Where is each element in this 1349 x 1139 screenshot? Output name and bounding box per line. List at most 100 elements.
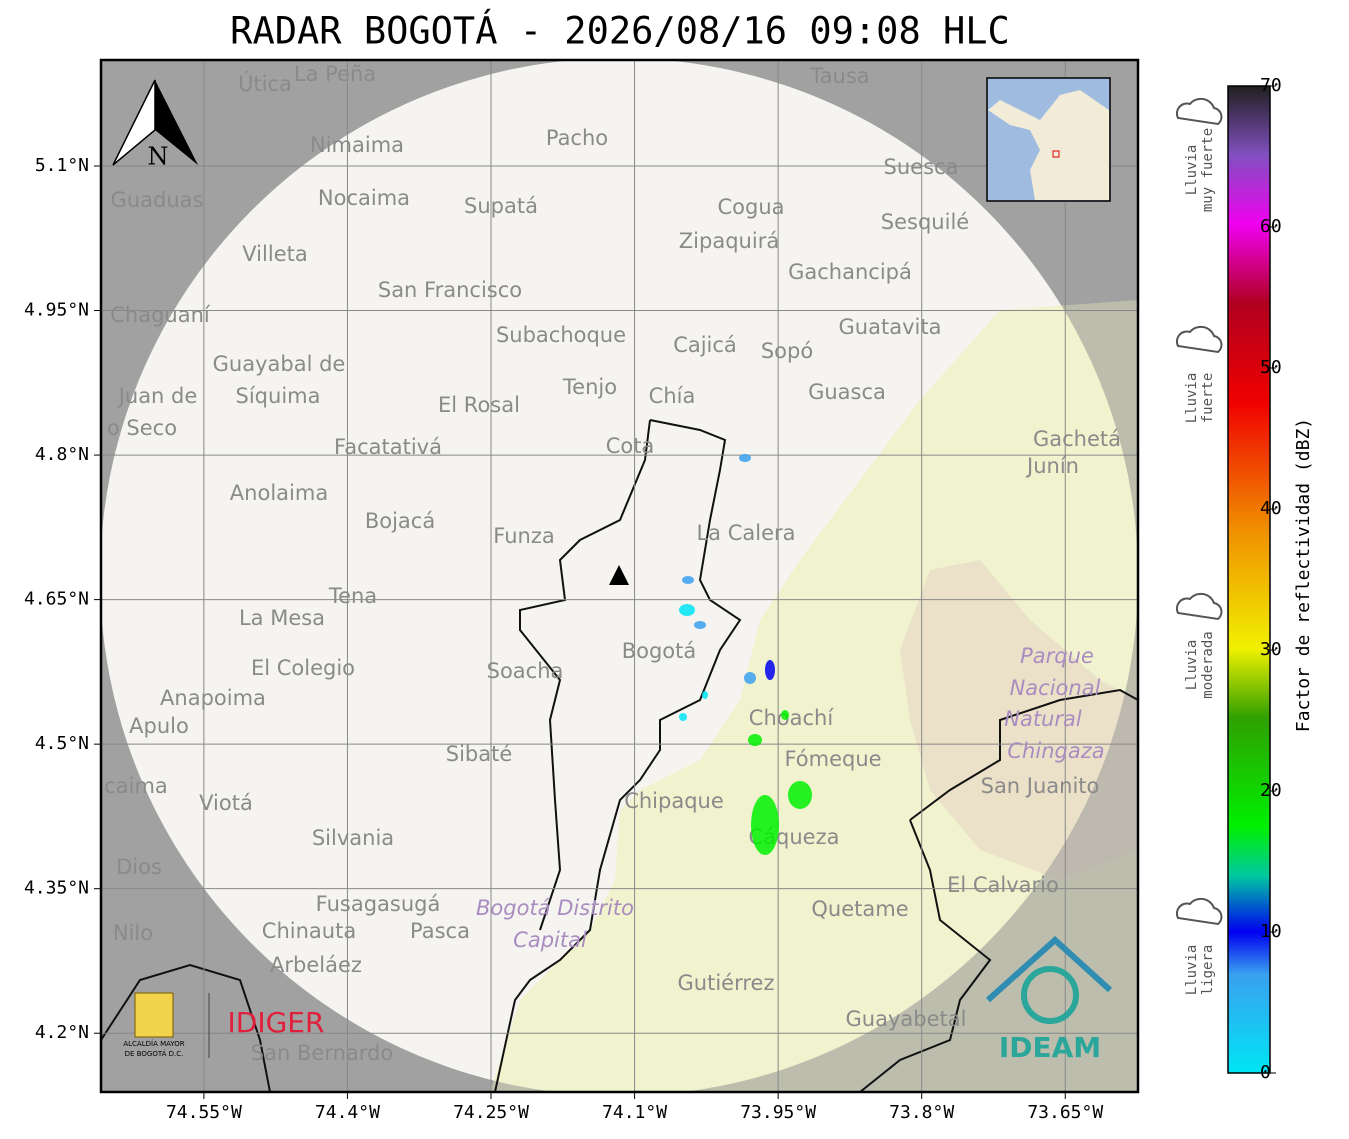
y-tick-label: 4.8°N <box>35 444 89 465</box>
rain-class-label: Lluvia <box>1184 640 1200 691</box>
y-tick-label: 4.65°N <box>24 589 89 610</box>
y-tick-label: 4.5°N <box>35 733 89 754</box>
echoes <box>679 454 812 855</box>
boundary <box>494 419 742 1092</box>
place-label: Fómeque <box>784 747 881 771</box>
colorbar-label: Factor de reflectividad (dBZ) <box>1293 418 1314 732</box>
place-label: Supatá <box>464 194 538 218</box>
place-label: La Peña <box>294 62 376 86</box>
rain-icon <box>1175 325 1223 354</box>
place-label: Chía <box>649 384 696 408</box>
place-label: Tena <box>328 584 377 608</box>
colorbar-tick-label: 40 <box>1260 498 1282 519</box>
place-label: Sesquilé <box>881 210 969 234</box>
region-meta <box>490 300 1138 1092</box>
place-label: Bogotá <box>622 639 697 663</box>
place-label: El Rosal <box>438 393 520 417</box>
place-label: Cajicá <box>673 333 737 357</box>
place-label: Viotá <box>199 791 253 815</box>
x-tick-label: 74.25°W <box>453 1102 529 1123</box>
place-label: Anapoima <box>160 686 266 710</box>
alcaldia-line: ALCALDÍA MAYOR <box>123 1039 184 1048</box>
boundary <box>101 963 271 1092</box>
colorbar-tick-label: 30 <box>1260 639 1282 660</box>
place-label: San Juanito <box>981 774 1100 798</box>
x-tick-label: 74.1°W <box>602 1102 667 1123</box>
places: Útica La Peña Tausa Pacho Nimaima Guaduas Noca… <box>104 62 1121 1065</box>
rain-class-label: ligera <box>1200 945 1216 996</box>
place-label: Pasca <box>410 919 470 943</box>
radar-echo <box>679 713 687 721</box>
title: RADAR BOGOTÁ - 2026/08/16 09:08 HLC <box>230 9 1010 53</box>
colorbar-tick-label: 10 <box>1260 921 1282 942</box>
rain-class-label: Lluvia <box>1184 945 1200 996</box>
place-label: Cogua <box>717 195 784 219</box>
radar-echo <box>751 795 779 855</box>
place-label: Parque <box>1020 644 1094 668</box>
place-label: Sibaté <box>446 742 513 766</box>
place-label: Silvania <box>312 826 394 850</box>
place-label: La Calera <box>696 521 795 545</box>
radar-echo <box>744 672 756 684</box>
place-label: Nimaima <box>310 133 404 157</box>
place-label: Dios <box>116 855 162 879</box>
radar-echo <box>682 576 694 584</box>
place-label: Fusagasugá <box>316 892 441 916</box>
place-label: Chingaza <box>1007 739 1104 763</box>
boundary <box>859 688 1138 1092</box>
place-label: Gutiérrez <box>678 971 775 995</box>
rain-class-label: moderada <box>1200 631 1216 698</box>
place-label: Facatativá <box>334 435 442 459</box>
x-tick-label: 73.65°W <box>1027 1102 1103 1123</box>
place-label: Anolaima <box>230 481 328 505</box>
place-label: Guaduas <box>111 188 204 212</box>
radar-echo <box>781 710 789 720</box>
place-label: Útica <box>238 71 292 96</box>
radar-echo <box>765 660 775 680</box>
rain-icon <box>1175 897 1223 926</box>
logos: ALCALDÍA MAYOR DE BOGOTÁ D.C. IDIGER IDE… <box>123 935 1113 1064</box>
place-label: Soacha <box>487 659 564 683</box>
rain-class-label: Lluvia <box>1184 373 1200 424</box>
ideam-logo: IDEAM <box>999 1031 1101 1064</box>
place-label: Chaguaní <box>110 303 211 327</box>
colorbar <box>1227 85 1271 1074</box>
place-label: Tenjo <box>562 375 617 399</box>
inset-map <box>986 77 1111 202</box>
rain-icon <box>1175 97 1223 126</box>
rain-class-label: Lluvia <box>1184 145 1200 196</box>
place-label: Bogotá Distrito <box>476 896 634 920</box>
radar-echo <box>788 781 812 809</box>
y-tick-label: 4.2°N <box>35 1022 89 1043</box>
y-tick-label: 4.35°N <box>24 878 89 899</box>
rain-class-label: fuerte <box>1200 373 1216 424</box>
place-label: Bojacá <box>365 509 435 533</box>
place-label: Suesca <box>884 155 959 179</box>
place-label: Cota <box>606 434 655 458</box>
place-label: Juan de <box>117 384 198 408</box>
colorbar-tick-label: 0 <box>1260 1062 1271 1083</box>
place-label: Nilo <box>113 921 153 945</box>
place-label: Sopó <box>761 339 813 363</box>
place-label: Chinauta <box>262 919 356 943</box>
radar-site <box>609 565 629 585</box>
place-label: Quetame <box>811 897 908 921</box>
x-tick-label: 74.55°W <box>166 1102 242 1123</box>
radar-echo <box>694 621 706 629</box>
colorbar-tick-label: 70 <box>1260 75 1282 96</box>
place-label: Funza <box>493 524 554 548</box>
place-label: Gachancipá <box>788 260 912 284</box>
place-label: Subachoque <box>496 323 626 347</box>
x-tick-label: 73.95°W <box>740 1102 816 1123</box>
place-label: El Colegio <box>251 656 355 680</box>
grid <box>101 60 1138 1092</box>
place-label: o Seco <box>107 416 177 440</box>
rain-class-label: muy fuerte <box>1200 128 1216 212</box>
map-frame <box>99 58 1140 1094</box>
place-label: San Bernardo <box>251 1041 393 1065</box>
y-tick-label: 4.95°N <box>24 300 89 321</box>
place-label: Arbeláez <box>270 953 362 977</box>
idiger-logo: IDIGER <box>228 1006 325 1039</box>
